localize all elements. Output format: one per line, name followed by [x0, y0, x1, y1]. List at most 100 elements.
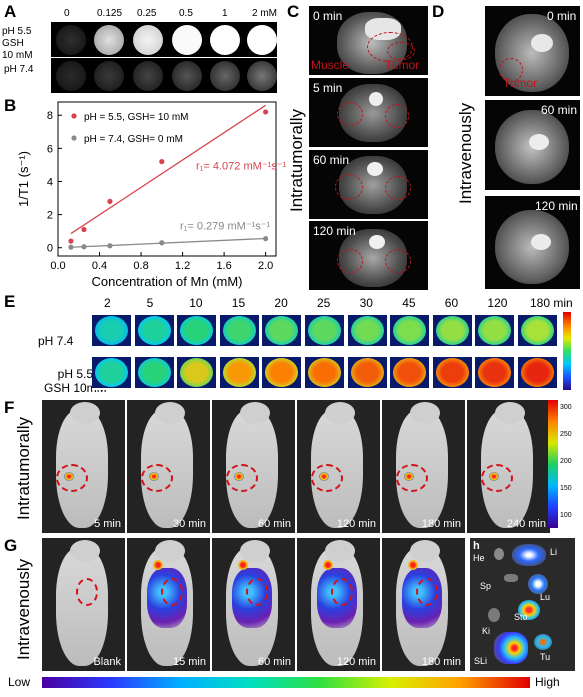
time-label-c2: 60 min — [313, 153, 350, 167]
time-label-c1: 5 min — [313, 81, 343, 95]
time-label-c0: 0 min — [313, 9, 343, 23]
time-label-g: 15 min — [172, 656, 206, 668]
time-label-e: 120 — [487, 296, 508, 310]
mouse-head — [325, 402, 355, 424]
x-axis-label: Concentration of Mn (mM) — [92, 274, 243, 289]
conc-label-0: 0 — [64, 8, 70, 19]
conc-label-3: 0.5 — [179, 8, 193, 19]
well-signal — [265, 316, 299, 345]
mouse-image-g: 120 min — [297, 538, 380, 671]
organ-bright — [531, 34, 553, 52]
roi-outline — [337, 249, 363, 273]
signal-spot — [64, 472, 74, 481]
panelC-side-label: Intratumorally — [287, 109, 306, 212]
y-tick-label: 8 — [47, 110, 53, 122]
mri-image-d0: 0 min Tumor — [485, 6, 580, 96]
time-label-e: 25 — [317, 296, 331, 310]
mri-image-c0: 0 min Muscle Tumor — [309, 6, 428, 75]
panelE-row2-label: pH 5.5 GSH 10mM — [44, 367, 107, 395]
tumor-circle — [161, 578, 183, 606]
well-signal — [393, 358, 427, 387]
well-signal — [137, 316, 171, 345]
organ-label-sp: Sp — [480, 581, 492, 591]
data-point-0 — [263, 109, 269, 115]
mouse-head — [240, 402, 270, 424]
data-point-1 — [107, 243, 113, 249]
panel-label-f: F — [4, 398, 15, 417]
roi-outline — [387, 42, 415, 60]
tumor-circle — [226, 464, 258, 492]
well-ph55-gsh — [432, 357, 472, 388]
well-ph74 — [390, 315, 430, 346]
hot-spot — [153, 560, 163, 570]
colorbar-tick-label: 200 — [560, 458, 572, 465]
organ-tumor — [534, 634, 552, 650]
well-signal — [95, 358, 128, 387]
mouse-body — [56, 548, 108, 666]
time-label-e: 60 — [444, 296, 459, 310]
well-ph55-gsh — [390, 357, 430, 388]
y-tick-label: 0 — [47, 243, 53, 255]
mouse-image-g: 180 min — [382, 538, 465, 671]
body-slice — [495, 210, 569, 284]
panelD-side-label: Intravenously — [456, 102, 475, 204]
mouse-head — [155, 402, 185, 424]
panel-label-a: A — [4, 2, 17, 21]
tumor-label-d: Tumor — [503, 76, 538, 90]
mouse-image-f: 180 min — [382, 400, 465, 533]
conc-label-1: 0.125 — [97, 8, 123, 19]
legend-marker-1 — [71, 135, 77, 141]
well-signal — [435, 316, 469, 345]
tumor-circle — [396, 464, 428, 492]
mouse-image-f: 30 min — [127, 400, 210, 533]
hot-spot — [238, 560, 248, 570]
mri-dot — [210, 25, 240, 55]
mri-dot — [133, 25, 163, 55]
mouse-image-f: 120 min — [297, 400, 380, 533]
mouse-image-f: 5 min — [42, 400, 125, 533]
well-signal — [222, 358, 256, 387]
roi-outline — [337, 102, 363, 126]
well-ph55-gsh — [92, 357, 131, 388]
well-ph55-gsh — [347, 357, 387, 388]
mri-dot — [56, 25, 86, 55]
panelH-organ-image: h He Li Sp Lu Ki Sto SLi Tu — [470, 538, 575, 671]
well-ph74 — [518, 315, 557, 346]
time-label-d1: 60 min — [541, 103, 578, 117]
well-ph55-gsh — [177, 357, 217, 388]
tumor-label-c: Tumor — [385, 58, 420, 72]
mouse-image-f: 240 min — [467, 400, 550, 533]
well-signal — [350, 358, 384, 387]
row1-label-line2: GSH — [2, 38, 24, 49]
time-label-g: Blank — [93, 656, 121, 668]
row1-label-line3: 10 mM — [2, 50, 33, 61]
organ-label-tu: Tu — [540, 652, 551, 662]
organ-heart — [494, 548, 504, 560]
time-label-e: 5 — [146, 296, 154, 310]
tumor-circle — [76, 578, 98, 606]
row1-label-line1: pH 5.5 — [2, 26, 32, 37]
time-label-f: 30 min — [172, 518, 206, 530]
fit-annotation-0: r₁= 4.072 mM⁻¹s⁻¹ — [196, 161, 287, 173]
time-label-e: 20 — [274, 296, 288, 310]
legend-label-1: pH = 7.4, GSH= 0 mM — [84, 134, 183, 145]
data-point-0 — [107, 198, 113, 204]
well-ph74 — [475, 315, 515, 346]
well-ph55-gsh — [219, 357, 259, 388]
x-tick-label: 2.0 — [258, 260, 273, 272]
time-label-g: 120 min — [336, 656, 376, 668]
y-tick-label: 4 — [47, 176, 53, 188]
tumor-circle — [331, 578, 353, 606]
well-ph74 — [177, 315, 217, 346]
panelF-side-label: Intratumorally — [14, 417, 33, 520]
tumor-circle — [141, 464, 173, 492]
colorbar-tick-label: 100 — [560, 512, 572, 519]
mri-image-c3: 120 min — [309, 221, 428, 290]
data-point-1 — [81, 244, 87, 250]
well-signal — [350, 316, 384, 345]
organ-label-sto: Sto — [514, 612, 528, 622]
well-signal — [95, 316, 128, 345]
well-ph55-gsh — [134, 357, 174, 388]
x-tick-label: 1.6 — [216, 260, 231, 272]
panelE-row1-wells — [92, 312, 562, 348]
